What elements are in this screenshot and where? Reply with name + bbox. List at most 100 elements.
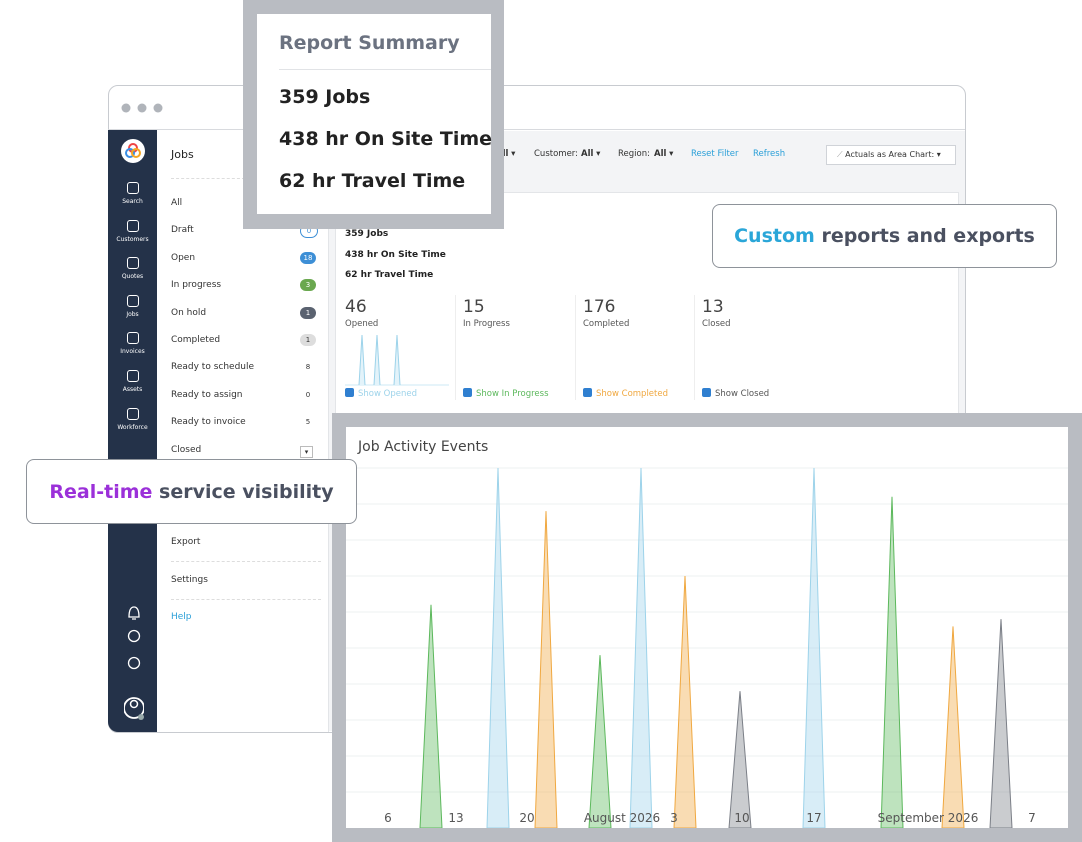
spike [588,655,612,828]
spike [534,511,558,828]
job-count: 3 [300,279,316,292]
logo [121,139,145,163]
chart-title: Job Activity Events [357,439,488,455]
refresh[interactable]: Refresh [753,149,786,159]
job-count: 1 [300,306,316,319]
job-filter[interactable]: Draft [171,225,194,236]
spike [629,467,653,828]
nav-label[interactable]: Jobs [126,311,139,318]
reset-filter[interactable]: Reset Filter [691,149,739,159]
closed-dropdown[interactable]: ▾ [300,446,313,458]
panel-link[interactable]: Help [171,612,192,622]
toggle-label: Show Opened [358,389,417,399]
toggle-label: Show In Progress [476,389,549,399]
x-tick-label: August 2026 [584,811,660,825]
series-toggle[interactable]: Show Closed [702,388,769,399]
job-filter[interactable]: Open [171,252,196,263]
job-count: 5 [305,418,311,427]
window-dots [121,103,163,113]
activity-chart: Job Activity Events 6 13 20 August 2026 3 10 1… [346,427,1068,828]
x-tick-label: September 2026 [878,811,979,825]
panel-link[interactable]: Settings [171,575,208,585]
nav-label[interactable]: Search [122,198,143,205]
nav-icon[interactable] [127,370,139,382]
summary-line: 62 hr Travel Time [345,270,434,280]
job-count: 0 [305,390,311,399]
nav-label[interactable]: Customers [116,236,149,243]
toggle-label: Show Completed [596,389,668,399]
divider [575,295,576,400]
divider [455,295,456,400]
nav-label[interactable]: Workforce [117,424,148,431]
spike [880,496,904,828]
nav-label[interactable]: Assets [122,386,143,393]
x-tick-label: 7 [1028,811,1036,825]
x-tick-label: 20 [519,811,534,825]
stat-value: 46 [345,297,367,317]
nav-icon[interactable] [127,257,139,269]
job-filter[interactable]: All [171,198,183,208]
series-toggle[interactable]: Show In Progress [463,388,549,399]
divider [279,69,491,70]
job-count: 18 [300,251,316,264]
divider [171,599,321,600]
view-select[interactable]: ⟋ Actuals as Area Chart: ▾ [826,145,956,165]
panel-link[interactable]: Export [171,537,201,547]
spike [673,575,697,828]
spike [989,619,1013,828]
stat-value: 176 [583,297,616,317]
job-filter[interactable]: Closed [171,444,202,455]
summary-line: 62 hr Travel Time [279,170,466,192]
nav-icon[interactable] [127,220,139,232]
x-tick-label: 17 [806,811,821,825]
job-filter[interactable]: On hold [171,307,207,318]
callout: Custom reports and exports [712,204,1057,268]
series-toggle[interactable]: Show Completed [583,388,668,399]
spike [486,467,510,828]
filter-region-label: Region: [618,149,650,159]
x-tick-label: 10 [734,811,749,825]
summary-panel [257,14,491,214]
nav-icon[interactable] [127,332,139,344]
opened-sparkline [345,334,449,386]
filter-customer-label: Customer: [534,149,579,159]
divider [694,295,695,400]
nav-icon[interactable] [127,182,139,194]
spike [941,626,965,828]
summary-line: 438 hr On Site Time [345,249,446,260]
series-toggle[interactable]: Show Opened [345,388,417,399]
job-filter[interactable]: Ready to schedule [171,362,255,373]
nav-label[interactable]: Quotes [121,273,144,280]
x-tick-label: 13 [448,811,463,825]
divider [171,561,321,562]
job-count: 1 [300,334,316,346]
job-count: 8 [305,363,311,372]
stat-label: Opened [345,319,379,329]
job-filter[interactable]: Ready to invoice [171,417,246,428]
jobs-title: Jobs [171,148,194,161]
titlebar-divider [108,129,965,130]
filter-region: All ▾ [654,149,674,159]
stat-value: 13 [702,297,724,317]
nav-icon[interactable] [127,295,139,307]
sidebar-icons [124,606,144,720]
job-filter[interactable]: Ready to assign [171,389,243,400]
stat-value: 15 [463,297,485,317]
spike [802,467,826,828]
x-tick-label: 3 [670,811,678,825]
job-filter[interactable]: Completed [171,335,221,345]
spike [728,691,752,828]
nav-icon[interactable] [127,408,139,420]
spike [419,604,443,828]
summary-line: 438 hr On Site Time [279,128,493,150]
job-filter[interactable]: In progress [171,280,222,291]
summary-line: 359 Jobs [279,86,371,108]
sidebar [108,130,157,732]
nav-label[interactable]: Invoices [120,348,145,355]
summary-title: Report Summary [279,32,460,54]
x-tick-label: 6 [384,811,392,825]
stat-label: In Progress [463,319,510,329]
stat-label: Closed [702,319,731,329]
stat-label: Completed [583,319,630,329]
